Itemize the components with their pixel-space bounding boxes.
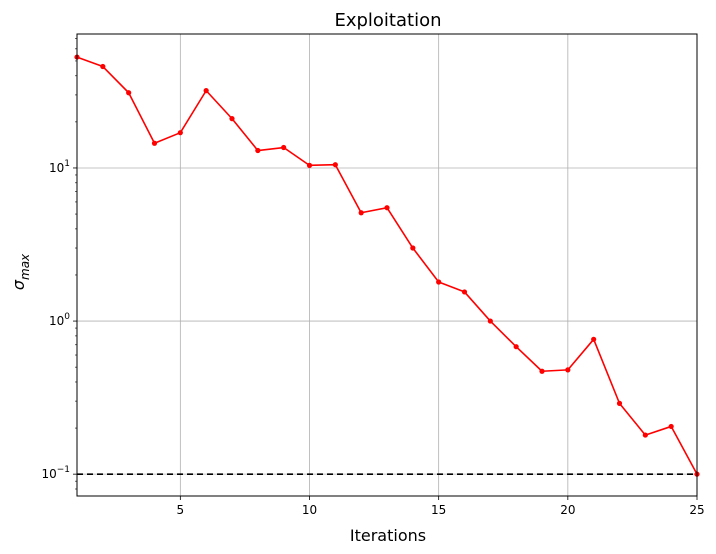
y-tick-label: 100 [49,312,70,328]
data-point [565,367,571,373]
y-axis-label-symbol: σ [9,279,28,290]
data-point [306,162,313,168]
x-tick-label: 10 [302,503,317,517]
data-point [591,336,597,342]
data-point [513,344,519,350]
x-tick-label: 25 [689,503,704,517]
data-point [177,130,183,136]
y-tick-label: 10−1 [41,465,70,481]
data-point [332,162,338,168]
data-point [668,423,674,430]
data-point [281,144,287,151]
data-point [151,140,158,146]
data-point [487,318,493,324]
y-tick-label: 101 [49,159,70,175]
data-point [461,289,468,295]
y-axis-label: σmax [9,253,32,290]
data-point [539,368,545,374]
chart-title: Exploitation [334,10,441,31]
data-point [100,63,106,70]
x-axis-label: Iterations [350,526,426,545]
data-point [384,205,390,211]
data-point [255,147,261,154]
data-point [436,279,442,285]
x-tick-label: 20 [560,503,575,517]
data-point [203,88,209,94]
x-axis-ticks: 5 10 15 20 25 [177,496,705,517]
y-axis-label-subscript: max [18,253,32,280]
data-point [410,245,416,251]
data-point [126,90,132,96]
plot-frame [76,33,698,497]
data-point [642,432,648,438]
y-axis-ticks: 10−1 100 101 [41,38,77,490]
series-layer [74,54,700,477]
x-tick-label: 5 [177,503,185,517]
data-point [229,116,235,122]
data-point [358,210,364,216]
x-tick-label: 15 [431,503,446,517]
data-point [616,400,623,406]
